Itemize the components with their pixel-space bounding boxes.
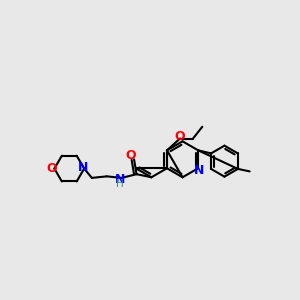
Text: N: N — [194, 164, 204, 177]
Text: O: O — [125, 149, 136, 162]
Text: O: O — [46, 162, 57, 175]
Text: O: O — [175, 130, 185, 142]
Text: N: N — [115, 173, 125, 186]
Text: H: H — [116, 179, 124, 189]
Text: N: N — [78, 160, 89, 173]
